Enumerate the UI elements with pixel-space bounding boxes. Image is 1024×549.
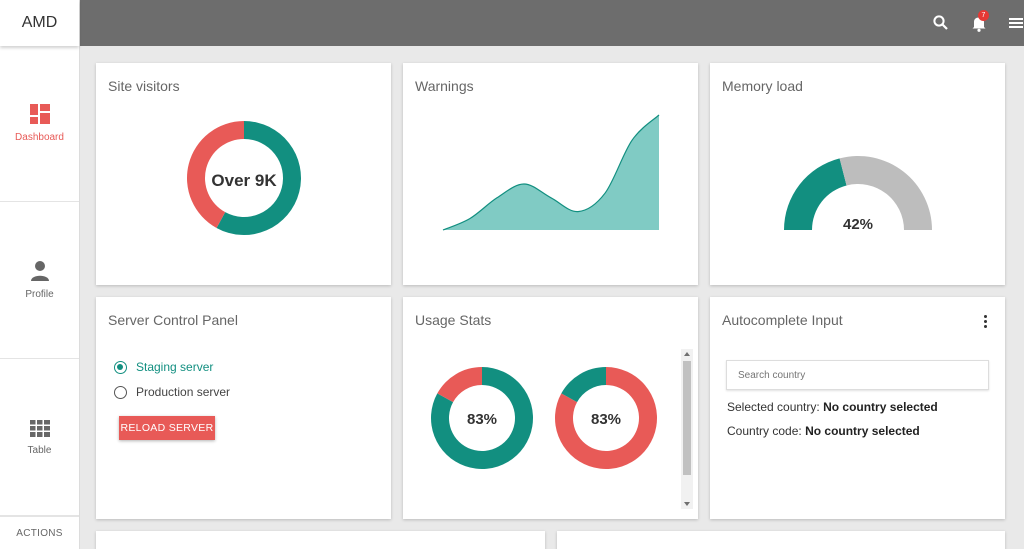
grid-icon	[29, 419, 50, 437]
person-icon	[30, 261, 49, 281]
country-code-label: Country code:	[727, 424, 802, 438]
usage-gauge-1-slice-0	[431, 367, 533, 469]
card-title: Usage Stats	[415, 312, 492, 328]
scroll-up-arrow[interactable]	[684, 352, 690, 356]
warnings-area	[443, 115, 659, 230]
visitors-slice-1	[187, 121, 244, 228]
radio-label: Production server	[136, 385, 231, 399]
scroll-down-arrow[interactable]	[684, 502, 690, 506]
radio-button[interactable]	[114, 360, 127, 374]
notifications-button[interactable]: 7	[969, 10, 989, 33]
site-visitors-card: Site visitors Over 9K	[96, 63, 391, 285]
sidebar: AMD Dashboard Profile Table ACTIONS	[0, 0, 80, 549]
scroll-thumb[interactable]	[683, 361, 691, 475]
radio-button[interactable]	[114, 385, 127, 399]
sidebar-item-label: Dashboard	[15, 132, 64, 143]
warnings-area-chart	[442, 114, 660, 231]
visitors-slice-0	[216, 121, 301, 235]
server-control-card: Server Control Panel Staging server Prod…	[96, 297, 391, 519]
usage-stats-card: Usage Stats 83% 83%	[403, 297, 698, 519]
sidebar-item-label: Profile	[25, 289, 54, 300]
site-visitors-donut: Over 9K	[187, 121, 301, 235]
bottom-card-left	[96, 531, 545, 549]
radio-staging-server[interactable]: Staging server	[114, 360, 213, 374]
warnings-line	[442, 114, 660, 231]
usage-gauge-2-slice-0	[555, 367, 658, 469]
autocomplete-card: Autocomplete Input Selected country: No …	[710, 297, 1005, 519]
card-title: Autocomplete Input	[722, 312, 843, 328]
country-code-value: No country selected	[805, 424, 920, 438]
sidebar-item-dashboard[interactable]: Dashboard	[0, 46, 79, 202]
search-icon[interactable]	[931, 13, 951, 33]
radio-production-server[interactable]: Production server	[114, 385, 230, 399]
dashboard-icon	[29, 104, 50, 124]
usage-gauge-1-slice-1	[437, 367, 482, 403]
reload-server-button[interactable]: RELOAD SERVER	[119, 416, 215, 440]
brand-logo[interactable]: AMD	[0, 0, 79, 46]
bottom-card-right	[557, 531, 1005, 549]
card-title: Memory load	[722, 78, 803, 94]
usage-gauge-2-text: 83%	[591, 411, 621, 428]
top-app-bar: 7	[80, 0, 1024, 46]
usage-gauge-2-slice-1	[561, 367, 606, 403]
sidebar-item-profile[interactable]: Profile	[0, 203, 79, 359]
country-search-input[interactable]	[726, 360, 989, 390]
warnings-card: Warnings	[403, 63, 698, 285]
card-title: Site visitors	[108, 78, 180, 94]
selected-country-line: Selected country: No country selected	[727, 400, 938, 414]
usage-stats-charts: 83% 83%	[431, 367, 658, 469]
notification-badge: 7	[978, 10, 989, 21]
memory-gauge: 42%	[784, 156, 932, 233]
memory-gauge-segment-0	[784, 158, 847, 230]
memory-gauge-segment-1	[839, 156, 932, 230]
sidebar-item-label: Table	[27, 444, 52, 456]
more-vert-icon[interactable]	[984, 315, 988, 330]
gauge-value-text: 42%	[843, 216, 873, 233]
usage-gauge-1-text: 83%	[467, 411, 497, 428]
vertical-scrollbar[interactable]	[681, 349, 693, 509]
memory-load-card: Memory load 42%	[710, 63, 1005, 285]
card-title: Server Control Panel	[108, 312, 238, 328]
menu-icon[interactable]	[1006, 13, 1024, 33]
card-title: Warnings	[415, 78, 474, 94]
country-code-line: Country code: No country selected	[727, 424, 920, 438]
donut-center-text: Over 9K	[211, 171, 277, 190]
selected-country-value: No country selected	[823, 400, 938, 414]
actions-button[interactable]: ACTIONS	[0, 516, 79, 549]
selected-country-label: Selected country:	[727, 400, 820, 414]
sidebar-item-table[interactable]: Table	[0, 360, 79, 516]
radio-label: Staging server	[136, 360, 214, 374]
